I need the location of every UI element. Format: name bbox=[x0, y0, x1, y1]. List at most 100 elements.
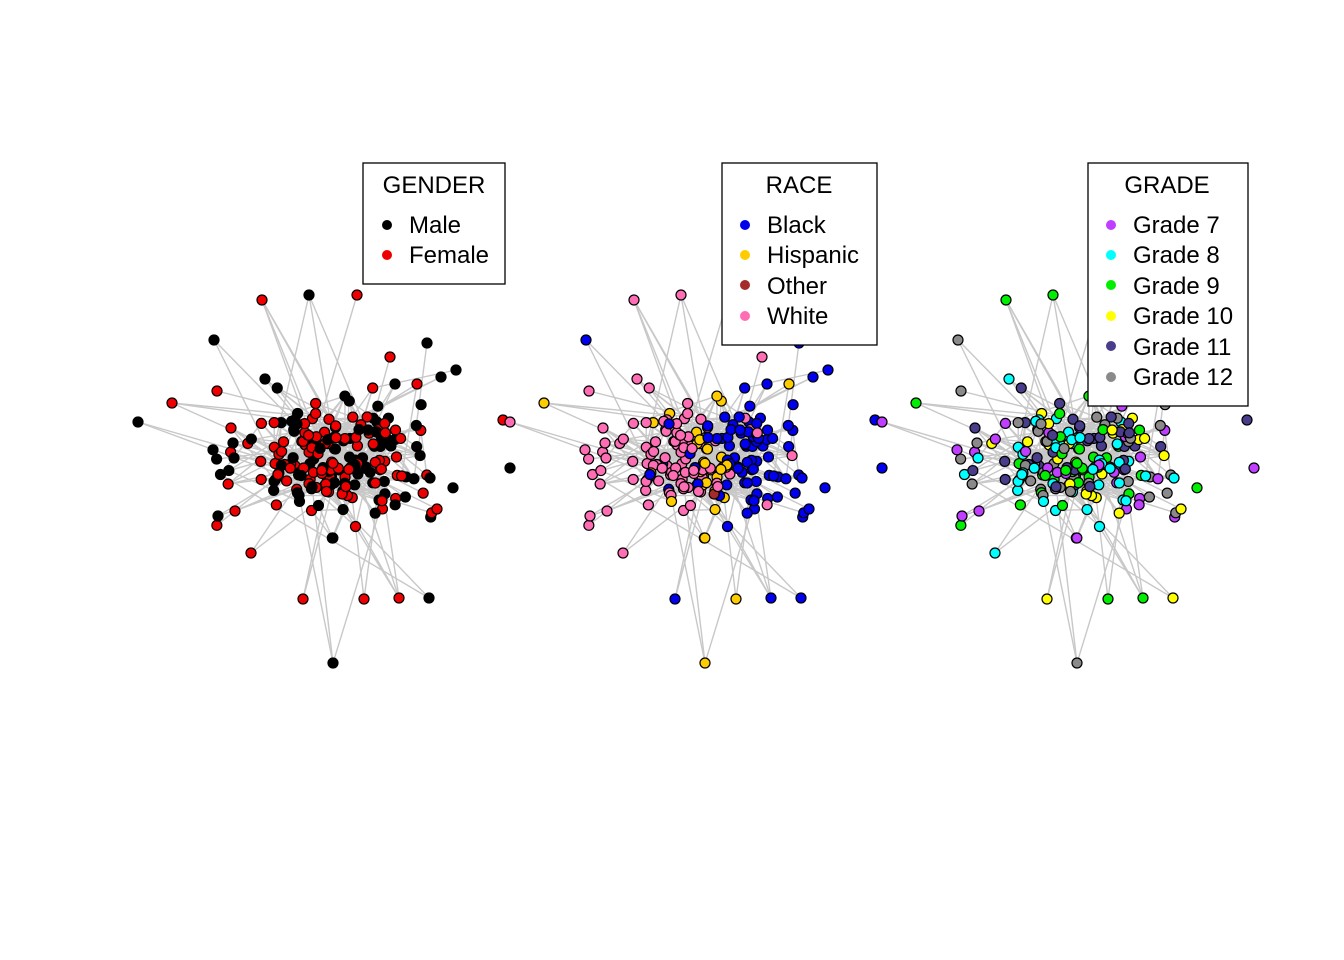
network-node bbox=[783, 378, 795, 390]
network-node bbox=[782, 419, 794, 432]
network-node bbox=[686, 442, 698, 455]
network-node bbox=[1119, 463, 1131, 475]
network-edge bbox=[588, 475, 651, 526]
network-node bbox=[803, 503, 815, 515]
network-node bbox=[601, 505, 613, 517]
network-node bbox=[1050, 481, 1062, 493]
network-node bbox=[969, 422, 981, 434]
network-node bbox=[967, 464, 979, 477]
network-node bbox=[822, 364, 834, 376]
legend-label-grade-8: Grade 8 bbox=[1133, 242, 1220, 269]
network-node bbox=[367, 382, 379, 394]
network-node bbox=[259, 373, 271, 385]
network-node bbox=[376, 495, 388, 507]
network-node bbox=[1014, 499, 1026, 511]
network-node bbox=[1152, 473, 1164, 485]
network-node bbox=[411, 378, 423, 390]
network-node bbox=[408, 473, 420, 485]
network-node bbox=[1137, 592, 1149, 604]
network-node bbox=[207, 444, 219, 456]
network-node bbox=[255, 473, 267, 486]
network-node bbox=[1047, 289, 1059, 301]
network-node bbox=[1191, 482, 1203, 494]
legend-label-grade-12: Grade 12 bbox=[1133, 364, 1233, 391]
network-node bbox=[711, 390, 723, 402]
network-edge bbox=[972, 469, 1044, 503]
network-node bbox=[223, 464, 235, 477]
network-node bbox=[600, 452, 612, 464]
network-node bbox=[389, 499, 401, 511]
network-node bbox=[362, 424, 374, 436]
network-node bbox=[780, 473, 792, 485]
network-node bbox=[1104, 462, 1116, 475]
network-node bbox=[733, 411, 745, 423]
network-node bbox=[327, 532, 339, 544]
network-node bbox=[910, 397, 922, 409]
network-node bbox=[372, 400, 384, 412]
network-node bbox=[1102, 593, 1114, 605]
network-node bbox=[973, 505, 985, 517]
network-node bbox=[421, 337, 433, 349]
network-node bbox=[1056, 499, 1069, 512]
network-node bbox=[999, 417, 1012, 430]
network-node bbox=[972, 452, 984, 464]
network-node bbox=[330, 431, 342, 444]
network-node bbox=[955, 453, 967, 465]
network-edge bbox=[390, 445, 428, 476]
network-node bbox=[351, 289, 363, 301]
network-node bbox=[640, 417, 652, 429]
legend-label-grade-10: Grade 10 bbox=[1133, 303, 1233, 330]
network-node bbox=[132, 416, 144, 428]
network-node bbox=[312, 499, 325, 512]
grade-network-panel: GRADE Grade 7 Grade 8 Grade 9 Grade 10 G… bbox=[876, 162, 1260, 669]
network-node bbox=[786, 449, 798, 462]
network-node bbox=[1154, 419, 1166, 432]
network-node bbox=[1105, 411, 1117, 423]
legend-label-black: Black bbox=[767, 212, 827, 239]
network-node bbox=[1074, 420, 1086, 432]
network-node bbox=[538, 397, 550, 409]
network-node bbox=[1081, 503, 1093, 516]
network-node bbox=[652, 475, 665, 487]
network-edge bbox=[1061, 505, 1077, 539]
network-node bbox=[340, 480, 352, 493]
network-node bbox=[166, 397, 178, 409]
network-node bbox=[955, 385, 967, 397]
legend-swatch-black bbox=[740, 220, 750, 230]
network-node bbox=[579, 444, 591, 456]
network-node bbox=[796, 472, 808, 484]
network-node bbox=[1064, 485, 1077, 498]
network-node bbox=[765, 592, 777, 604]
network-edge bbox=[283, 441, 323, 471]
network-node bbox=[1073, 443, 1086, 455]
network-node bbox=[1091, 411, 1103, 423]
network-node bbox=[423, 592, 435, 604]
network-node bbox=[450, 364, 462, 376]
gender-legend: GENDER Male Female bbox=[362, 162, 506, 285]
network-node bbox=[1143, 491, 1155, 503]
network-node bbox=[316, 464, 328, 476]
network-edge bbox=[915, 402, 1104, 431]
network-node bbox=[674, 429, 687, 441]
network-node bbox=[989, 547, 1001, 559]
network-node bbox=[211, 385, 223, 397]
network-node bbox=[762, 451, 775, 463]
legend-label-grade-7: Grade 7 bbox=[1133, 212, 1220, 239]
network-edge bbox=[762, 445, 800, 476]
legend-label-grade-11: Grade 11 bbox=[1133, 334, 1231, 361]
network-node bbox=[597, 422, 609, 434]
network-node bbox=[228, 452, 240, 464]
network-node bbox=[417, 487, 429, 499]
network-edge bbox=[689, 505, 705, 539]
network-node bbox=[277, 436, 290, 448]
network-edge bbox=[1027, 441, 1067, 471]
network-node bbox=[617, 547, 629, 559]
network-node bbox=[379, 417, 391, 429]
grade-legend: GRADE Grade 7 Grade 8 Grade 9 Grade 10 G… bbox=[1087, 162, 1249, 407]
network-node bbox=[739, 438, 751, 450]
network-node bbox=[656, 462, 668, 474]
network-node bbox=[699, 532, 711, 544]
network-node bbox=[583, 519, 595, 531]
network-node bbox=[1031, 452, 1043, 464]
